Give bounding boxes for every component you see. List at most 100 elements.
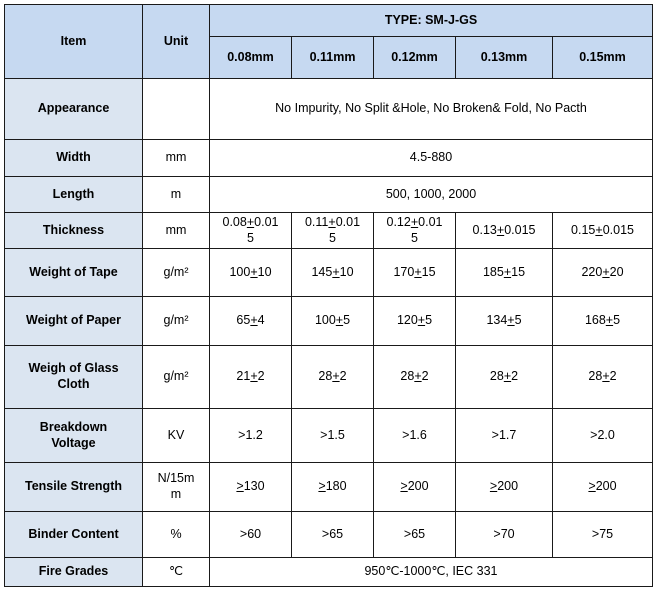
tolerance-value: 5 <box>425 313 433 328</box>
row-appearance: Appearance No Impurity, No Split &Hole, … <box>4 78 653 140</box>
value-text: 200 <box>595 479 617 494</box>
plus-minus-sign: + <box>503 369 512 384</box>
nominal-value: 168 <box>584 313 606 328</box>
row-value: 500, 1000, 2000 <box>209 176 653 213</box>
row-label: Appearance <box>4 78 143 140</box>
value-text: >1.2 <box>238 427 263 442</box>
value-cell: 0.08+0.01 5 <box>209 212 292 249</box>
value-cell: 185+15 <box>455 248 553 297</box>
value-cell: 100+10 <box>209 248 292 297</box>
row-weight-glass: Weigh of Glass Cloth g/m² 21+2 28+2 28+2 28+… <box>4 345 653 409</box>
value-cell: >65 <box>373 511 456 558</box>
greater-equal-sign: > <box>318 479 326 494</box>
value-text: >65 <box>321 526 344 541</box>
value-cell: 220+20 <box>552 248 653 297</box>
value-cell: >1.5 <box>291 408 374 463</box>
plus-minus-sign: + <box>414 369 422 384</box>
row-length: Length m 500, 1000, 2000 <box>4 176 653 213</box>
row-value: No Impurity, No Split &Hole, No Broken& … <box>209 78 653 140</box>
value-cell: 100+5 <box>291 296 374 346</box>
row-label: Breakdown Voltage <box>4 408 143 463</box>
value-cell: >200 <box>373 462 456 512</box>
value-text: >70 <box>493 526 515 541</box>
row-fire: Fire Grades ℃ 950℃-1000℃, IEC 331 <box>4 557 653 587</box>
nominal-value: 145 <box>311 264 333 279</box>
value-cell: 170+15 <box>373 248 456 297</box>
nominal-value: 185 <box>482 264 504 279</box>
row-unit <box>142 78 210 140</box>
value-cell: >200 <box>455 462 553 512</box>
tolerance-value: 5 <box>613 313 621 328</box>
value-text: 200 <box>497 479 519 494</box>
nominal-value: 65 <box>236 313 251 328</box>
tolerance-value: 2 <box>421 369 429 384</box>
nominal-value: 100 <box>314 313 336 328</box>
spec-table: Item Unit TYPE: SM-J-GS 0.08mm 0.11mm 0.… <box>4 4 653 587</box>
tolerance-value: 2 <box>257 369 265 384</box>
value-cell: 21+2 <box>209 345 292 409</box>
value-cell: >60 <box>209 511 292 558</box>
plus-minus-sign: + <box>410 214 419 229</box>
row-value: 4.5-880 <box>209 139 653 177</box>
plus-minus-sign: + <box>250 313 258 328</box>
value-text: >1.7 <box>491 427 517 442</box>
row-label: Binder Content <box>4 511 143 558</box>
row-label: Weight of Tape <box>4 248 143 297</box>
value-text: >1.5 <box>320 427 345 442</box>
value-cell: 145+10 <box>291 248 374 297</box>
header-unit: Unit <box>142 4 210 79</box>
tolerance-value: 0.015 <box>504 222 536 237</box>
nominal-value: 0.13 <box>472 222 497 237</box>
tolerance-value: 4 <box>257 313 265 328</box>
value-cell: >2.0 <box>552 408 653 463</box>
plus-minus-sign: + <box>417 313 426 328</box>
header-type: TYPE: SM-J-GS <box>209 4 653 37</box>
row-breakdown: Breakdown Voltage KV >1.2 >1.5 >1.6 >1.7 >2.0 <box>4 408 653 463</box>
value-text: >65 <box>403 526 426 541</box>
tolerance-value: 10 <box>339 264 354 279</box>
nominal-value: 28 <box>588 369 603 384</box>
value-cell: 28+2 <box>455 345 553 409</box>
row-unit: m <box>142 176 210 213</box>
value-text: >75 <box>591 526 614 541</box>
tolerance-value: 0.015 <box>602 222 634 237</box>
tolerance-value: 5 <box>514 313 522 328</box>
tolerance-value: 2 <box>511 369 519 384</box>
row-unit: mm <box>142 139 210 177</box>
row-label: Length <box>4 176 143 213</box>
nominal-value: 0.11 <box>304 214 329 229</box>
nominal-value: 21 <box>236 369 251 384</box>
nominal-value: 134 <box>486 313 508 328</box>
header-thickness-4: 0.15mm <box>552 36 653 79</box>
greater-equal-sign: > <box>236 479 244 494</box>
plus-minus-sign: + <box>335 313 344 328</box>
value-cell: >200 <box>552 462 653 512</box>
tolerance-value: 15 <box>511 264 526 279</box>
row-binder: Binder Content % >60 >65 >65 >70 >75 <box>4 511 653 558</box>
plus-minus-sign: + <box>503 264 512 279</box>
row-width: Width mm 4.5-880 <box>4 139 653 177</box>
plus-minus-sign: + <box>332 369 340 384</box>
row-label: Weight of Paper <box>4 296 143 346</box>
value-cell: 28+2 <box>552 345 653 409</box>
greater-equal-sign: > <box>588 479 596 494</box>
nominal-value: 120 <box>396 313 418 328</box>
row-weight-paper: Weight of Paper g/m² 65+4 100+5 120+5 134+5… <box>4 296 653 346</box>
value-cell: >130 <box>209 462 292 512</box>
row-unit: g/m² <box>142 248 210 297</box>
nominal-value: 28 <box>400 369 415 384</box>
nominal-value: 0.12 <box>386 214 411 229</box>
header-thickness-1: 0.11mm <box>291 36 374 79</box>
header-thickness-3: 0.13mm <box>455 36 553 79</box>
row-label: Fire Grades <box>4 557 143 587</box>
value-cell: >180 <box>291 462 374 512</box>
value-cell: 65+4 <box>209 296 292 346</box>
value-text: >1.6 <box>402 427 427 442</box>
row-thickness: Thickness mm 0.08+0.01 5 0.11+0.01 5 0.12+0.… <box>4 212 653 249</box>
value-cell: 134+5 <box>455 296 553 346</box>
row-unit: ℃ <box>142 557 210 587</box>
plus-minus-sign: + <box>250 369 258 384</box>
